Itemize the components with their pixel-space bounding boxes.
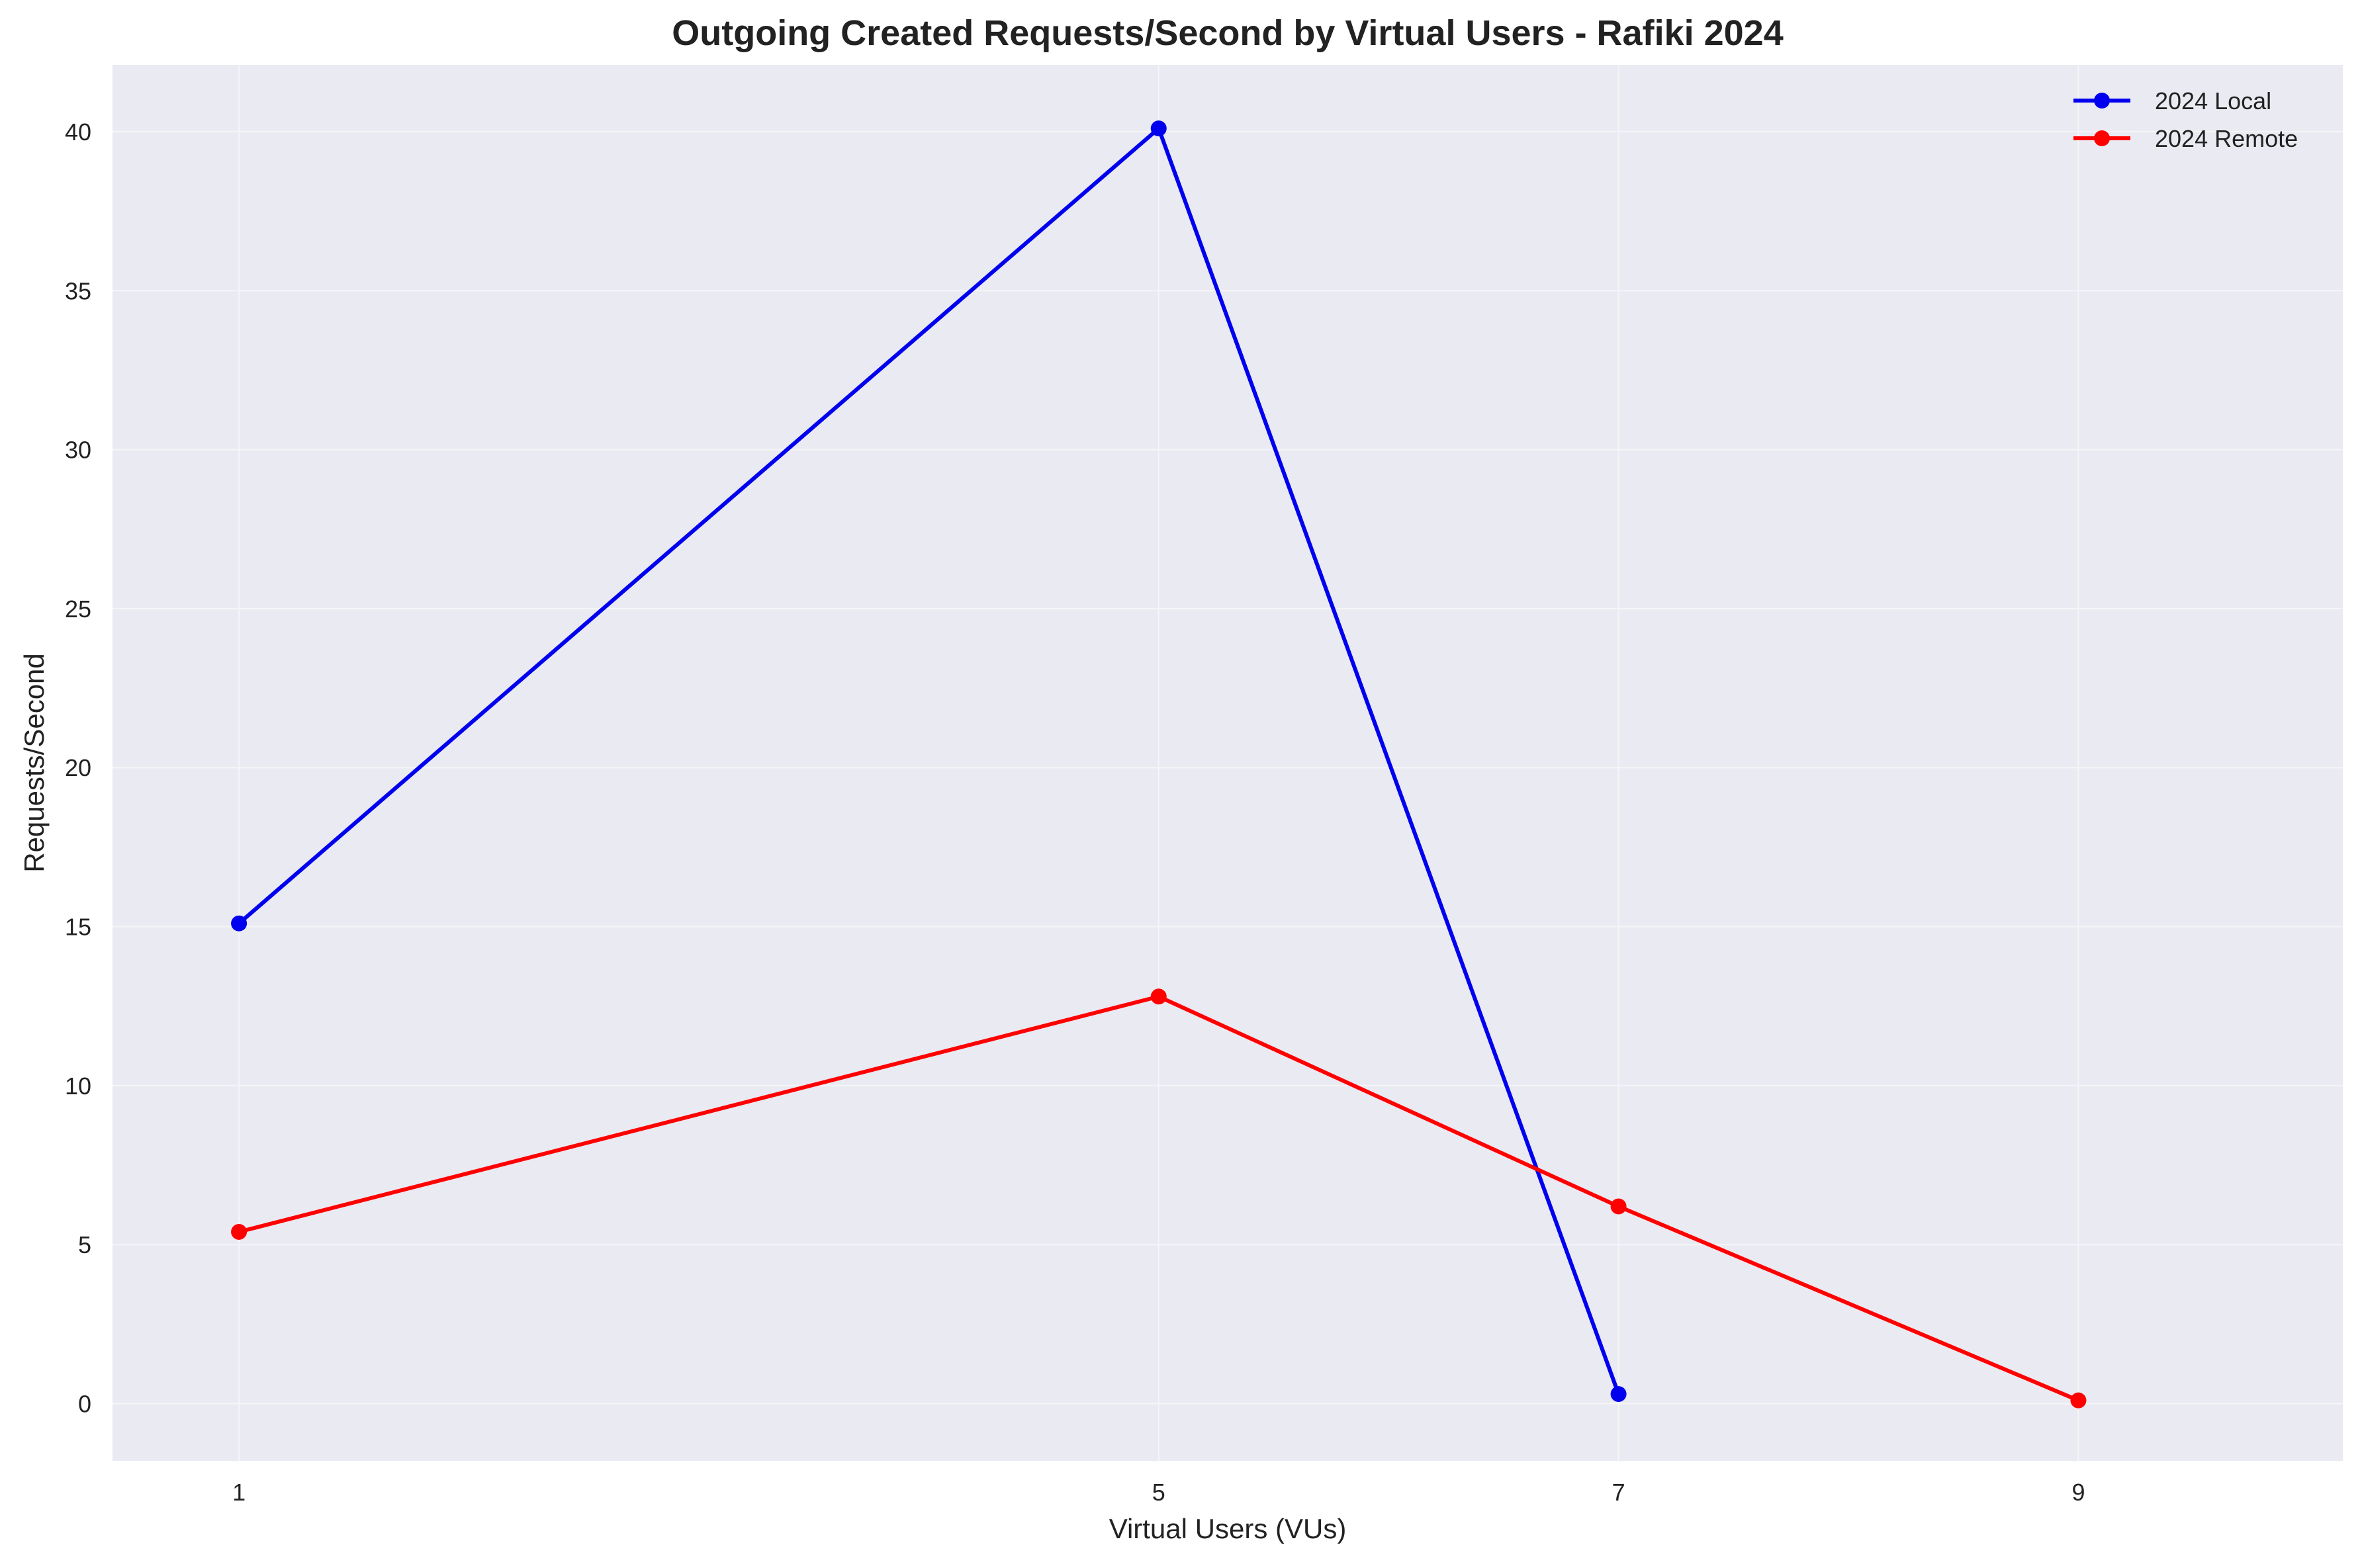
- legend: 2024 Local 2024 Remote: [2073, 87, 2298, 152]
- legend-marker: [2094, 93, 2110, 109]
- x-axis-label: Virtual Users (VUs): [1109, 1513, 1347, 1544]
- y-tick-label: 20: [65, 754, 91, 781]
- y-tick-label: 30: [65, 437, 91, 464]
- plot-area: [113, 65, 2343, 1461]
- y-tick-label: 5: [78, 1231, 91, 1258]
- y-tick-label: 35: [65, 277, 91, 304]
- x-tick-label: 9: [2071, 1479, 2085, 1506]
- y-tick-label: 25: [65, 595, 91, 623]
- y-tick-label: 0: [78, 1390, 91, 1417]
- data-point: [2070, 1392, 2087, 1409]
- legend-label: 2024 Local: [2155, 87, 2271, 114]
- grid: [113, 65, 2343, 1461]
- data-point: [1610, 1198, 1627, 1215]
- x-tick-label: 1: [232, 1479, 246, 1506]
- legend-label: 2024 Remote: [2155, 125, 2298, 152]
- x-tick-label: 5: [1152, 1479, 1165, 1506]
- y-axis-label: Requests/Second: [19, 653, 50, 873]
- y-tick-label: 15: [65, 914, 91, 941]
- series-group: [231, 120, 2087, 1409]
- data-point: [231, 1223, 248, 1240]
- data-point: [1150, 120, 1167, 137]
- legend-marker: [2094, 130, 2110, 146]
- data-point: [1150, 988, 1167, 1005]
- x-tick-label: 7: [1612, 1479, 1625, 1506]
- data-point: [1610, 1386, 1627, 1403]
- y-tick-label: 40: [65, 118, 91, 146]
- data-point: [231, 915, 248, 932]
- chart-title: Outgoing Created Requests/Second by Virt…: [672, 13, 1783, 53]
- y-tick-label: 10: [65, 1072, 91, 1100]
- series-line-2: [238, 994, 2079, 1403]
